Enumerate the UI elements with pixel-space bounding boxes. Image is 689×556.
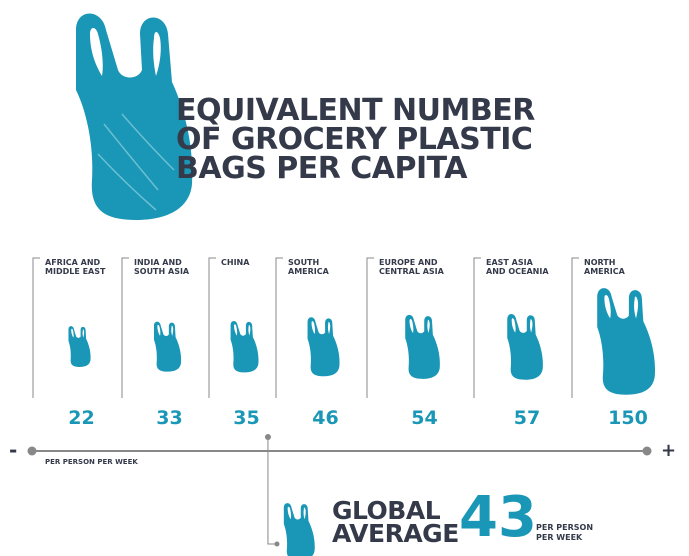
region-bag-icon [230,320,259,373]
axis-start-dot [27,446,37,456]
unit-note: PER PERSON PER WEEK [45,458,138,466]
category-label-line-2: CENTRAL ASIA [379,267,444,276]
category-label-line-1: INDIA AND [134,258,182,267]
global-average-value: 43 [459,485,537,550]
global-average-label-1: GLOBAL [332,496,441,525]
category-label: AFRICA AND MIDDLE EAST [45,258,105,276]
category-label: CHINA [221,258,249,267]
category-bracket [571,257,579,398]
category-label-line-1: SOUTH [288,258,320,267]
category-bracket [473,257,481,398]
global-average-end-dot [274,541,280,547]
category-label: INDIA AND SOUTH ASIA [134,258,189,276]
region-bag-icon [597,288,656,395]
title-line-1: EQUIVALENT NUMBER [176,93,535,128]
axis-max-label: + [661,440,677,461]
region-bag-icon [507,314,543,380]
region-bag-icon [405,314,440,379]
global-average-label-2: AVERAGE [332,519,459,548]
category-bracket [208,257,216,398]
title-line-2: OF GROCERY PLASTIC [176,122,533,157]
value-label: 35 [233,407,260,429]
category-label-line-1: CHINA [221,258,250,267]
chart-title: EQUIVALENT NUMBER OF GROCERY PLASTIC BAG… [176,93,535,186]
value-label: 57 [513,407,541,429]
category-bracket [121,257,129,398]
global-average-unit-2: PER WEEK [536,533,583,542]
category-label-line-1: AFRICA AND [45,258,101,267]
category-label-line-2: AMERICA [584,267,625,276]
category-bracket [32,257,40,398]
axis-min-label: - [9,438,18,462]
global-average-bag-icon [283,503,315,556]
region-bag-icon [153,321,182,372]
global-average-leader [267,437,276,545]
value-label: 54 [411,407,438,429]
region-bag-icon [307,317,340,377]
category-label: EAST ASIA AND OCEANIA [486,258,549,276]
value-label: 150 [608,407,648,429]
axis-end-dot [642,446,652,456]
category-label-line-2: SOUTH ASIA [134,267,190,276]
value-label: 46 [312,407,339,429]
global-average-unit-1: PER PERSON [536,523,594,532]
category-label: EUROPE AND CENTRAL ASIA [379,258,444,276]
plastic-bag-icon [76,13,193,220]
category-label: SOUTH AMERICA [288,258,329,276]
category-label: NORTH AMERICA [584,258,625,276]
category-label-line-2: AMERICA [288,267,329,276]
category-bracket [275,257,283,398]
category-label-line-1: EUROPE AND [379,258,438,267]
title-line-3: BAGS PER CAPITA [176,151,468,186]
value-label: 33 [156,407,183,429]
category-bracket [366,257,374,398]
category-label-line-1: NORTH [584,258,616,267]
category-label-line-1: EAST ASIA [486,258,533,267]
region-bag-icon [68,326,91,367]
category-label-line-2: MIDDLE EAST [45,267,106,276]
value-label: 22 [68,407,95,429]
category-label-line-2: AND OCEANIA [486,267,549,276]
